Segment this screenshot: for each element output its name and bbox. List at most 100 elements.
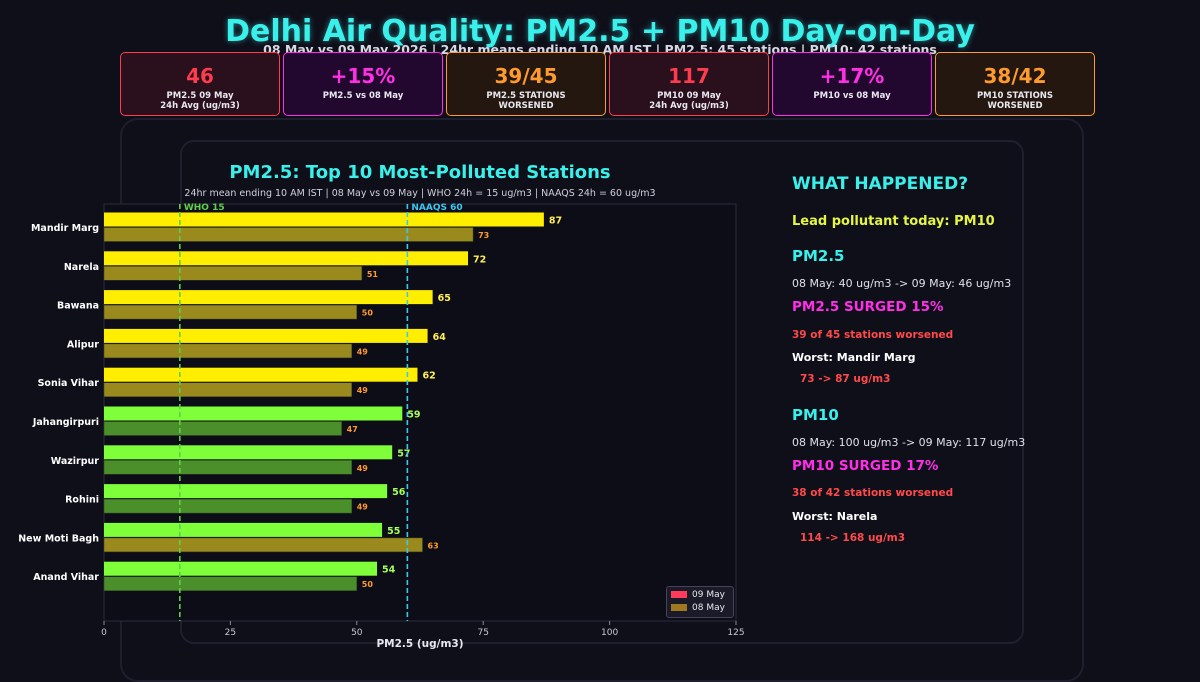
reference-line-label: NAAQS 60 xyxy=(411,203,462,213)
page-title: Delhi Air Quality: PM2.5 + PM10 Day-on-D… xyxy=(225,14,975,49)
data-label-08-may: 47 xyxy=(347,425,358,434)
kpi-label: PM10 STATIONS WORSENED xyxy=(976,91,1054,111)
data-label-09-may: 59 xyxy=(407,410,420,421)
data-label-09-may: 54 xyxy=(382,565,396,576)
kpi-card-pm25-worsened: 39/45 PM2.5 STATIONS WORSENED xyxy=(446,52,606,116)
x-tick-label: 75 xyxy=(477,628,488,638)
bar-08-may xyxy=(103,537,423,553)
pm25-worst-change: 73 -> 87 ug/m3 xyxy=(800,373,891,385)
x-tick-label: 25 xyxy=(225,628,236,638)
x-tick-label: 100 xyxy=(601,628,618,638)
y-tick-label: Narela xyxy=(64,262,99,273)
bar-08-may xyxy=(103,498,352,514)
pm10-change: 08 May: 100 ug/m3 -> 09 May: 117 ug/m3 xyxy=(792,436,1026,449)
legend-swatch xyxy=(671,604,687,611)
lead-pollutant: Lead pollutant today: PM10 xyxy=(792,214,995,229)
x-tick-label: 0 xyxy=(101,628,107,638)
pm10-worst-change: 114 -> 168 ug/m3 xyxy=(800,532,906,544)
chart-subtitle: 24hr mean ending 10 AM IST | 08 May vs 0… xyxy=(184,188,656,199)
y-tick-label: Wazirpur xyxy=(51,456,100,467)
kpi-label: PM2.5 09 May 24h Avg (ug/m3) xyxy=(160,91,240,111)
y-tick-label: Sonia Vihar xyxy=(38,378,100,389)
bar-08-may xyxy=(103,576,358,591)
bar-09-may xyxy=(104,561,378,576)
data-label-08-may: 73 xyxy=(478,231,489,240)
data-label-09-may: 65 xyxy=(438,293,451,304)
legend-label: 08 May xyxy=(692,603,725,613)
legend-swatch xyxy=(671,591,687,598)
data-label-08-may: 49 xyxy=(357,503,369,512)
kpi-card-pm25-avg: 46 PM2.5 09 May 24h Avg (ug/m3) xyxy=(120,52,280,116)
pm25-worst-station: Worst: Mandir Marg xyxy=(792,351,916,364)
data-label-08-may: 50 xyxy=(362,580,374,589)
data-label-09-may: 72 xyxy=(473,254,486,265)
pm10-section-title: PM10 xyxy=(792,406,839,424)
pm10-worsened: 38 of 42 stations worsened xyxy=(792,487,954,499)
kpi-card-pm10-change: +17% PM10 vs 08 May xyxy=(772,52,932,116)
data-label-08-may: 49 xyxy=(357,347,369,356)
chart-title: PM2.5: Top 10 Most-Polluted Stations xyxy=(229,162,611,183)
bar-09-may xyxy=(104,406,403,421)
legend-item-08-may: 08 May xyxy=(671,603,725,613)
y-tick-label: New Moti Bagh xyxy=(18,533,99,544)
bar-08-may xyxy=(103,266,363,281)
bar-09-may xyxy=(104,484,388,499)
bar-09-may xyxy=(104,367,418,382)
pm25-surge: PM2.5 SURGED 15% xyxy=(792,299,944,315)
kpi-value: +15% xyxy=(330,64,396,88)
kpi-value: 117 xyxy=(668,64,710,88)
y-tick-label: Anand Vihar xyxy=(33,572,99,583)
kpi-label: PM10 vs 08 May xyxy=(813,91,891,101)
kpi-label: PM10 09 May 24h Avg (ug/m3) xyxy=(649,91,729,111)
bar-08-may xyxy=(103,343,352,359)
bar-08-may xyxy=(103,460,352,475)
bar-09-may xyxy=(104,251,469,266)
kpi-card-pm25-change: +15% PM2.5 vs 08 May xyxy=(283,52,443,116)
pm10-worst-station: Worst: Narela xyxy=(792,510,878,523)
data-label-08-may: 63 xyxy=(428,541,439,550)
data-label-08-may: 49 xyxy=(357,386,369,395)
kpi-label: PM2.5 vs 08 May xyxy=(322,91,404,101)
data-label-09-may: 55 xyxy=(387,526,400,537)
data-label-08-may: 49 xyxy=(357,464,369,473)
data-label-09-may: 56 xyxy=(392,487,406,498)
data-label-09-may: 87 xyxy=(549,216,562,227)
kpi-value: 38/42 xyxy=(983,64,1047,88)
bar-09-may xyxy=(104,522,383,537)
bar-09-may xyxy=(104,328,428,343)
pm10-surge: PM10 SURGED 17% xyxy=(792,458,939,474)
data-label-08-may: 50 xyxy=(362,309,374,318)
y-tick-label: Mandir Marg xyxy=(31,223,99,234)
pm25-section-title: PM2.5 xyxy=(792,247,845,265)
y-tick-label: Bawana xyxy=(57,301,99,312)
bar-09-may xyxy=(104,445,393,460)
legend-item-09-may: 09 May xyxy=(671,590,725,600)
x-tick-label: 125 xyxy=(727,628,744,638)
bar-08-may xyxy=(103,421,342,436)
kpi-label: PM2.5 STATIONS WORSENED xyxy=(486,91,566,111)
pm25-worsened: 39 of 45 stations worsened xyxy=(792,329,954,341)
kpi-value: +17% xyxy=(819,64,885,88)
chart-legend: 09 May 08 May xyxy=(666,586,734,618)
data-label-09-may: 64 xyxy=(433,332,447,343)
data-label-09-may: 57 xyxy=(397,448,410,459)
data-label-09-may: 62 xyxy=(422,371,435,382)
pm25-change: 08 May: 40 ug/m3 -> 09 May: 46 ug/m3 xyxy=(792,277,1012,290)
kpi-card-pm10-avg: 117 PM10 09 May 24h Avg (ug/m3) xyxy=(609,52,769,116)
bar-09-may xyxy=(104,290,433,305)
kpi-card-pm10-worsened: 38/42 PM10 STATIONS WORSENED xyxy=(935,52,1095,116)
kpi-value: 39/45 xyxy=(494,64,558,88)
kpi-row: 46 PM2.5 09 May 24h Avg (ug/m3) +15% PM2… xyxy=(120,52,1098,118)
data-label-08-may: 51 xyxy=(367,270,379,279)
summary-heading: WHAT HAPPENED? xyxy=(792,174,969,194)
x-tick-label: 50 xyxy=(351,628,363,638)
legend-label: 09 May xyxy=(692,590,725,600)
x-axis-label: PM2.5 (ug/m3) xyxy=(376,638,463,650)
y-tick-label: Jahangirpuri xyxy=(32,417,99,428)
bar-08-may xyxy=(103,382,352,397)
reference-line-label: WHO 15 xyxy=(184,203,225,213)
bar-08-may xyxy=(103,227,474,242)
kpi-value: 46 xyxy=(186,64,214,88)
y-tick-label: Alipur xyxy=(67,339,99,350)
